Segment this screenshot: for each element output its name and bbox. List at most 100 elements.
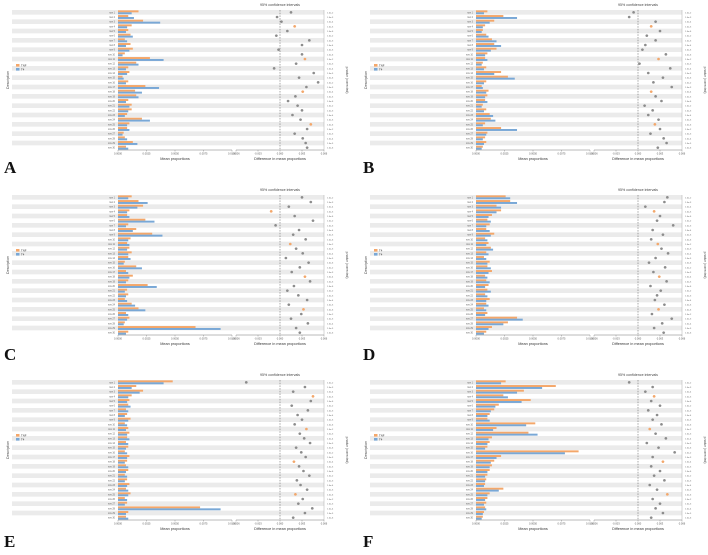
bar-series-a xyxy=(118,232,153,235)
p-value-label: 1.0e-5 xyxy=(685,143,692,145)
diff-point xyxy=(646,409,650,412)
p-value-label: 1.0e-3 xyxy=(685,40,692,42)
bar-series-a xyxy=(118,47,133,50)
category-label: row 28 xyxy=(108,322,116,325)
p-value-label: 1.0e-5 xyxy=(327,443,334,445)
category-label: row 19 xyxy=(466,280,474,283)
category-label: row 6 xyxy=(467,220,474,223)
p-value-label: 1.0e-2 xyxy=(327,12,334,14)
bar-series-a xyxy=(476,431,529,434)
bar-series-a xyxy=(118,330,129,333)
p-value-label: 1.0e-4 xyxy=(327,92,334,94)
bar-series-a xyxy=(118,298,125,300)
row-stripe xyxy=(12,10,324,15)
diff-tick-label: -0.003 xyxy=(254,522,262,526)
diff-point xyxy=(298,432,302,435)
bar-series-b xyxy=(476,77,515,80)
p-value-label: 1.0e-6 xyxy=(685,124,692,126)
bar-series-b xyxy=(476,508,487,511)
diff-tick-label: -0.003 xyxy=(254,152,262,156)
p-value-label: 1.0e-2 xyxy=(685,82,692,84)
diff-point xyxy=(308,280,312,283)
p-value-label: 1.0e-3 xyxy=(327,434,334,436)
bar-series-b xyxy=(118,73,128,75)
category-label: row 28 xyxy=(466,322,474,325)
category-label: row 5 xyxy=(109,30,116,33)
category-label: row 30 xyxy=(108,147,116,150)
bar-series-b xyxy=(476,124,483,127)
bar-series-b xyxy=(476,12,484,15)
legend-label-b: T4 xyxy=(21,437,25,441)
row-stripe xyxy=(370,510,682,516)
row-stripe xyxy=(12,436,324,441)
category-label: row 10 xyxy=(108,423,116,426)
category-label: row 27 xyxy=(466,503,474,506)
diff-point xyxy=(299,451,303,454)
diff-point xyxy=(292,284,296,288)
category-label: row 30 xyxy=(466,332,474,335)
p-value-label: 1.0e-2 xyxy=(685,221,692,223)
diff-point xyxy=(663,303,666,306)
bar-series-b xyxy=(476,471,488,473)
bar-series-a xyxy=(476,145,483,148)
bar-series-b xyxy=(476,101,488,103)
legend-swatch-a xyxy=(374,64,378,67)
bar-series-b xyxy=(118,220,155,223)
bar-series-b xyxy=(476,494,488,497)
category-label: row 24 xyxy=(108,119,116,122)
row-stripe xyxy=(12,260,324,265)
diff-tick-label: 0.000 xyxy=(277,152,284,156)
bar-series-b xyxy=(476,129,518,131)
bar-series-b xyxy=(118,304,136,307)
category-label: row 14 xyxy=(466,72,474,75)
bar-series-a xyxy=(476,422,536,425)
bar-series-a xyxy=(476,127,502,129)
bar-series-a xyxy=(476,413,490,415)
p-value-label: 1.0e-2 xyxy=(327,36,334,38)
bar-series-b xyxy=(118,415,125,417)
category-label: row 25 xyxy=(466,308,474,311)
bar-tick-label: 0.0000 xyxy=(472,522,480,526)
category-label: row 12 xyxy=(466,63,474,66)
p-value-label: 1.0e-4 xyxy=(685,207,692,209)
bar-series-b xyxy=(118,49,130,52)
p-value-label: 1.0e-2 xyxy=(685,106,692,108)
row-stripe xyxy=(370,501,682,506)
bar-series-a xyxy=(476,57,486,59)
diff-point xyxy=(311,219,315,222)
bar-series-a xyxy=(476,279,487,282)
category-label: row 21 xyxy=(108,290,116,293)
bar-series-a xyxy=(476,223,490,226)
row-stripe xyxy=(370,84,682,90)
bar-series-a xyxy=(118,61,137,64)
bar-series-a xyxy=(476,103,483,106)
legend-swatch-b xyxy=(374,438,378,441)
diff-point xyxy=(651,385,654,389)
bar-series-b xyxy=(476,304,489,307)
bar-series-a xyxy=(118,228,137,230)
chart-panel-a: 95% confidence intervals Description p-val… xyxy=(0,0,349,183)
bar-series-b xyxy=(476,415,488,417)
category-label: row 26 xyxy=(108,313,116,316)
bar-series-b xyxy=(118,466,129,469)
diff-tick-label: -0.006 xyxy=(590,522,598,526)
bar-series-b xyxy=(476,244,487,246)
diff-tick-label: 0.003 xyxy=(657,337,664,341)
row-stripe xyxy=(12,232,324,237)
diff-point xyxy=(300,418,304,421)
bar-series-a xyxy=(118,385,137,387)
category-label: row 3 xyxy=(109,391,116,394)
bar-series-a xyxy=(476,136,486,139)
diff-point xyxy=(305,488,309,491)
p-value-label: 1.0e-6 xyxy=(327,78,334,80)
bar-series-a xyxy=(476,75,508,78)
category-label: row 27 xyxy=(466,133,474,136)
diff-point xyxy=(657,308,660,311)
row-stripe xyxy=(12,307,324,312)
bar-series-a xyxy=(476,464,492,467)
bar-series-b xyxy=(118,244,130,246)
bar-series-b xyxy=(118,91,142,94)
category-label: row 21 xyxy=(108,105,116,108)
bar-series-b xyxy=(476,438,489,441)
legend-label-b: T4 xyxy=(379,437,383,441)
